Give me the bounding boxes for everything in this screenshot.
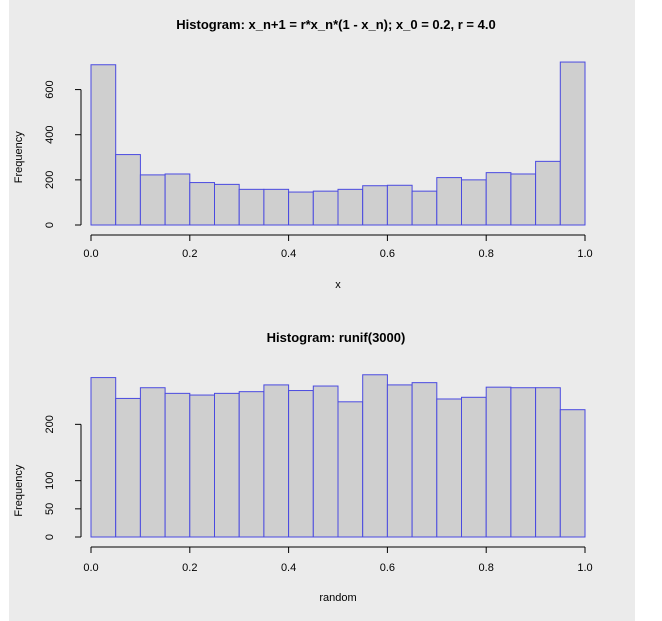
hist1-bar bbox=[559, 61, 586, 226]
hist2-x-tick-label: 0.2 bbox=[182, 562, 197, 574]
hist1-bar bbox=[436, 177, 462, 226]
hist2-bar bbox=[485, 386, 512, 538]
hist1-bar bbox=[263, 188, 290, 226]
hist1-bar bbox=[312, 190, 339, 226]
hist2-bar bbox=[139, 387, 166, 538]
hist1-bar bbox=[238, 188, 265, 226]
hist2-title: Histogram: runif(3000) bbox=[267, 330, 406, 345]
hist2-bar bbox=[510, 387, 537, 538]
hist2-x-tick-label: 0.4 bbox=[281, 562, 296, 574]
hist1-bar bbox=[337, 188, 364, 226]
hist2-y-tick-label: 0 bbox=[44, 534, 56, 540]
hist1-bar bbox=[164, 173, 191, 226]
hist2-bar bbox=[411, 382, 438, 538]
hist1-x-label: x bbox=[335, 279, 341, 291]
hist1-bar bbox=[115, 154, 141, 226]
hist2-x-label: random bbox=[319, 592, 356, 604]
hist2-bar bbox=[535, 387, 561, 538]
hist2-bar bbox=[312, 385, 339, 538]
hist2-bar bbox=[189, 394, 216, 538]
hist1-y-label: Frequency bbox=[13, 131, 25, 183]
hist1-bar bbox=[288, 191, 314, 226]
chart-figure: Histogram: x_n+1 = r*x_n*(1 - x_n); x_0 … bbox=[13, 17, 593, 604]
hist1-x-tick-label: 0.2 bbox=[182, 248, 197, 260]
hist1-bar bbox=[362, 185, 388, 226]
hist2-bar bbox=[115, 397, 141, 538]
hist2-y-label: Frequency bbox=[13, 464, 25, 516]
hist1-y-tick-label: 200 bbox=[44, 171, 56, 189]
hist2-bar bbox=[214, 392, 240, 538]
hist1-y-tick-label: 600 bbox=[44, 80, 56, 98]
hist2-y-tick-label: 200 bbox=[44, 415, 56, 433]
hist1-title: Histogram: x_n+1 = r*x_n*(1 - x_n); x_0 … bbox=[176, 17, 495, 32]
hist1-x-tick-label: 0.8 bbox=[479, 248, 494, 260]
hist2-bar bbox=[337, 401, 364, 538]
hist2-x-tick-label: 0.6 bbox=[380, 562, 395, 574]
hist2-bar bbox=[164, 392, 191, 538]
hist2-y-tick-label: 50 bbox=[44, 503, 56, 515]
plot-area: Histogram: x_n+1 = r*x_n*(1 - x_n); x_0 … bbox=[9, 0, 635, 621]
hist1-bar bbox=[90, 64, 117, 226]
hist2-bar bbox=[362, 374, 388, 538]
hist2-bar bbox=[386, 384, 413, 538]
hist1-x-tick-label: 0.6 bbox=[380, 248, 395, 260]
hist2-bar bbox=[559, 409, 586, 538]
hist2-bar bbox=[436, 398, 462, 538]
hist1-y-tick-label: 0 bbox=[44, 222, 56, 228]
hist1-x-tick-label: 0.4 bbox=[281, 248, 296, 260]
hist1-bar bbox=[461, 179, 487, 226]
hist1-x-tick-label: 1.0 bbox=[577, 248, 592, 260]
hist2-x-tick-label: 1.0 bbox=[577, 562, 592, 574]
hist1-bar bbox=[139, 174, 166, 226]
hist1-bar bbox=[214, 183, 240, 226]
hist2-bar bbox=[90, 377, 117, 538]
hist2-bar bbox=[288, 390, 314, 538]
hist2-bar bbox=[263, 384, 290, 538]
hist2-y-tick-label: 100 bbox=[44, 471, 56, 489]
hist1-bar bbox=[535, 160, 561, 226]
hist2-x-tick-label: 0.0 bbox=[83, 562, 98, 574]
hist1-bar bbox=[485, 172, 512, 226]
hist1-bar bbox=[510, 173, 537, 226]
hist1-x-tick-label: 0.0 bbox=[83, 248, 98, 260]
hist1-bar bbox=[386, 184, 413, 226]
hist2-x-tick-label: 0.8 bbox=[479, 562, 494, 574]
hist1-y-tick-label: 400 bbox=[44, 126, 56, 144]
hist2-bar bbox=[461, 396, 487, 538]
hist1-bar bbox=[189, 182, 216, 226]
hist2-bar bbox=[238, 391, 265, 538]
hist1-bar bbox=[411, 190, 438, 226]
